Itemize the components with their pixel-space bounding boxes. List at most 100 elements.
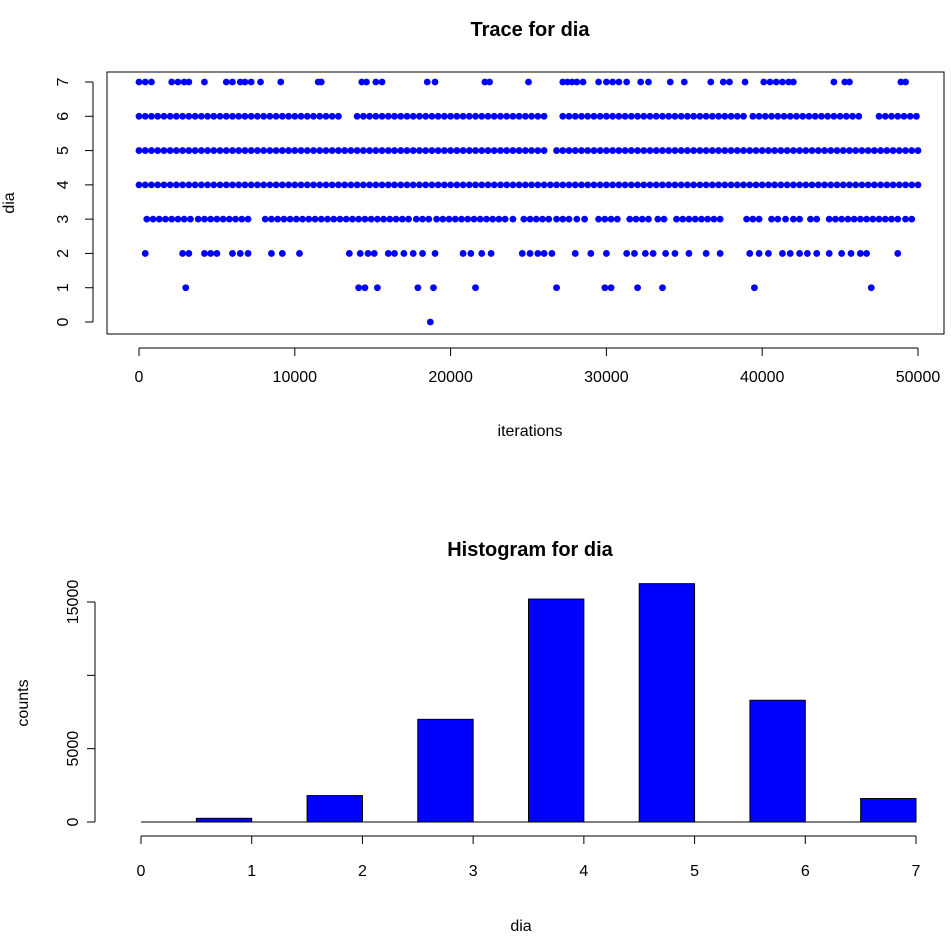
trace-point [869, 215, 877, 223]
trace-point [154, 181, 162, 189]
trace-point [465, 181, 473, 189]
trace-point [384, 112, 392, 120]
trace-point [634, 112, 641, 120]
trace-point [366, 112, 373, 120]
trace-point [179, 112, 187, 120]
trace-point [888, 112, 895, 120]
trace-point [316, 181, 324, 189]
trace-point [796, 181, 803, 189]
trace-point [833, 181, 841, 189]
trace-point [782, 215, 789, 223]
histogram-y-axis-label: counts [15, 679, 32, 726]
trace-point [154, 147, 162, 154]
trace-point [260, 181, 268, 189]
trace-point [799, 112, 807, 120]
trace-point [467, 250, 475, 257]
trace-point [673, 215, 680, 223]
trace-point [416, 147, 423, 154]
trace-point [272, 112, 280, 120]
trace-point [484, 147, 492, 154]
trace-point [445, 215, 453, 223]
trace-point [172, 181, 180, 189]
trace-point [671, 181, 679, 189]
trace-point [509, 215, 517, 223]
trace-point [266, 147, 274, 154]
trace-point [398, 215, 406, 223]
trace-point [419, 215, 426, 223]
trace-point [634, 284, 641, 292]
trace-point [451, 215, 459, 223]
trace-point [760, 78, 768, 86]
trace-y-axis-label: dia [1, 192, 18, 213]
trace-point [641, 250, 649, 257]
trace-point [827, 181, 835, 189]
trace-point [503, 147, 511, 154]
trace-point [863, 215, 870, 223]
trace-point [765, 250, 772, 257]
trace-x-tick-label: 50000 [896, 369, 941, 386]
trace-point [685, 250, 693, 257]
trace-point [521, 147, 529, 154]
trace-point [391, 181, 398, 189]
trace-point [349, 215, 356, 223]
trace-point [858, 181, 866, 189]
trace-point [565, 181, 573, 189]
trace-point [342, 215, 350, 223]
trace-point [459, 112, 467, 120]
trace-point [179, 250, 187, 257]
trace-point [902, 147, 909, 154]
trace-point [621, 112, 629, 120]
trace-point [652, 181, 660, 189]
trace-point [553, 147, 560, 154]
trace-point [185, 181, 193, 189]
trace-point [303, 147, 311, 154]
trace-point [746, 147, 754, 154]
trace-point [204, 147, 211, 154]
trace-point [621, 181, 629, 189]
trace-x-tick-label: 40000 [740, 369, 785, 386]
trace-y-tick-label: 5 [55, 146, 72, 155]
trace-point [733, 181, 741, 189]
trace-point [875, 112, 883, 120]
trace-point [400, 250, 408, 257]
trace-point [433, 215, 440, 223]
trace-point [540, 250, 548, 257]
trace-point [440, 147, 448, 154]
histogram-x-tick-label: 4 [579, 863, 588, 880]
trace-point [749, 215, 757, 223]
trace-point [584, 112, 592, 120]
trace-point [254, 147, 261, 154]
trace-point [285, 181, 292, 189]
trace-point [412, 215, 420, 223]
trace-point [571, 147, 579, 154]
trace-point [638, 215, 646, 223]
trace-point [409, 147, 417, 154]
trace-point [174, 78, 182, 86]
trace-point [825, 215, 833, 223]
trace-point [751, 284, 758, 292]
trace-point [414, 284, 422, 292]
histogram-bar [306, 795, 363, 823]
trace-point [696, 112, 704, 120]
trace-point [141, 112, 149, 120]
trace-point [204, 112, 211, 120]
trace-point [303, 112, 311, 120]
trace-point [268, 250, 275, 257]
trace-point [846, 147, 853, 154]
trace-point [162, 215, 169, 223]
trace-point [914, 147, 922, 154]
trace-point [802, 181, 810, 189]
trace-point [229, 250, 236, 257]
trace-point [222, 181, 230, 189]
trace-point [783, 147, 791, 154]
trace-point [274, 215, 282, 223]
trace-point [397, 181, 405, 189]
trace-point [838, 250, 846, 257]
trace-point [881, 215, 889, 223]
trace-point [727, 112, 735, 120]
trace-point [727, 147, 735, 154]
trace-point [803, 250, 811, 257]
trace-point [509, 181, 517, 189]
histogram-bar [195, 817, 253, 823]
